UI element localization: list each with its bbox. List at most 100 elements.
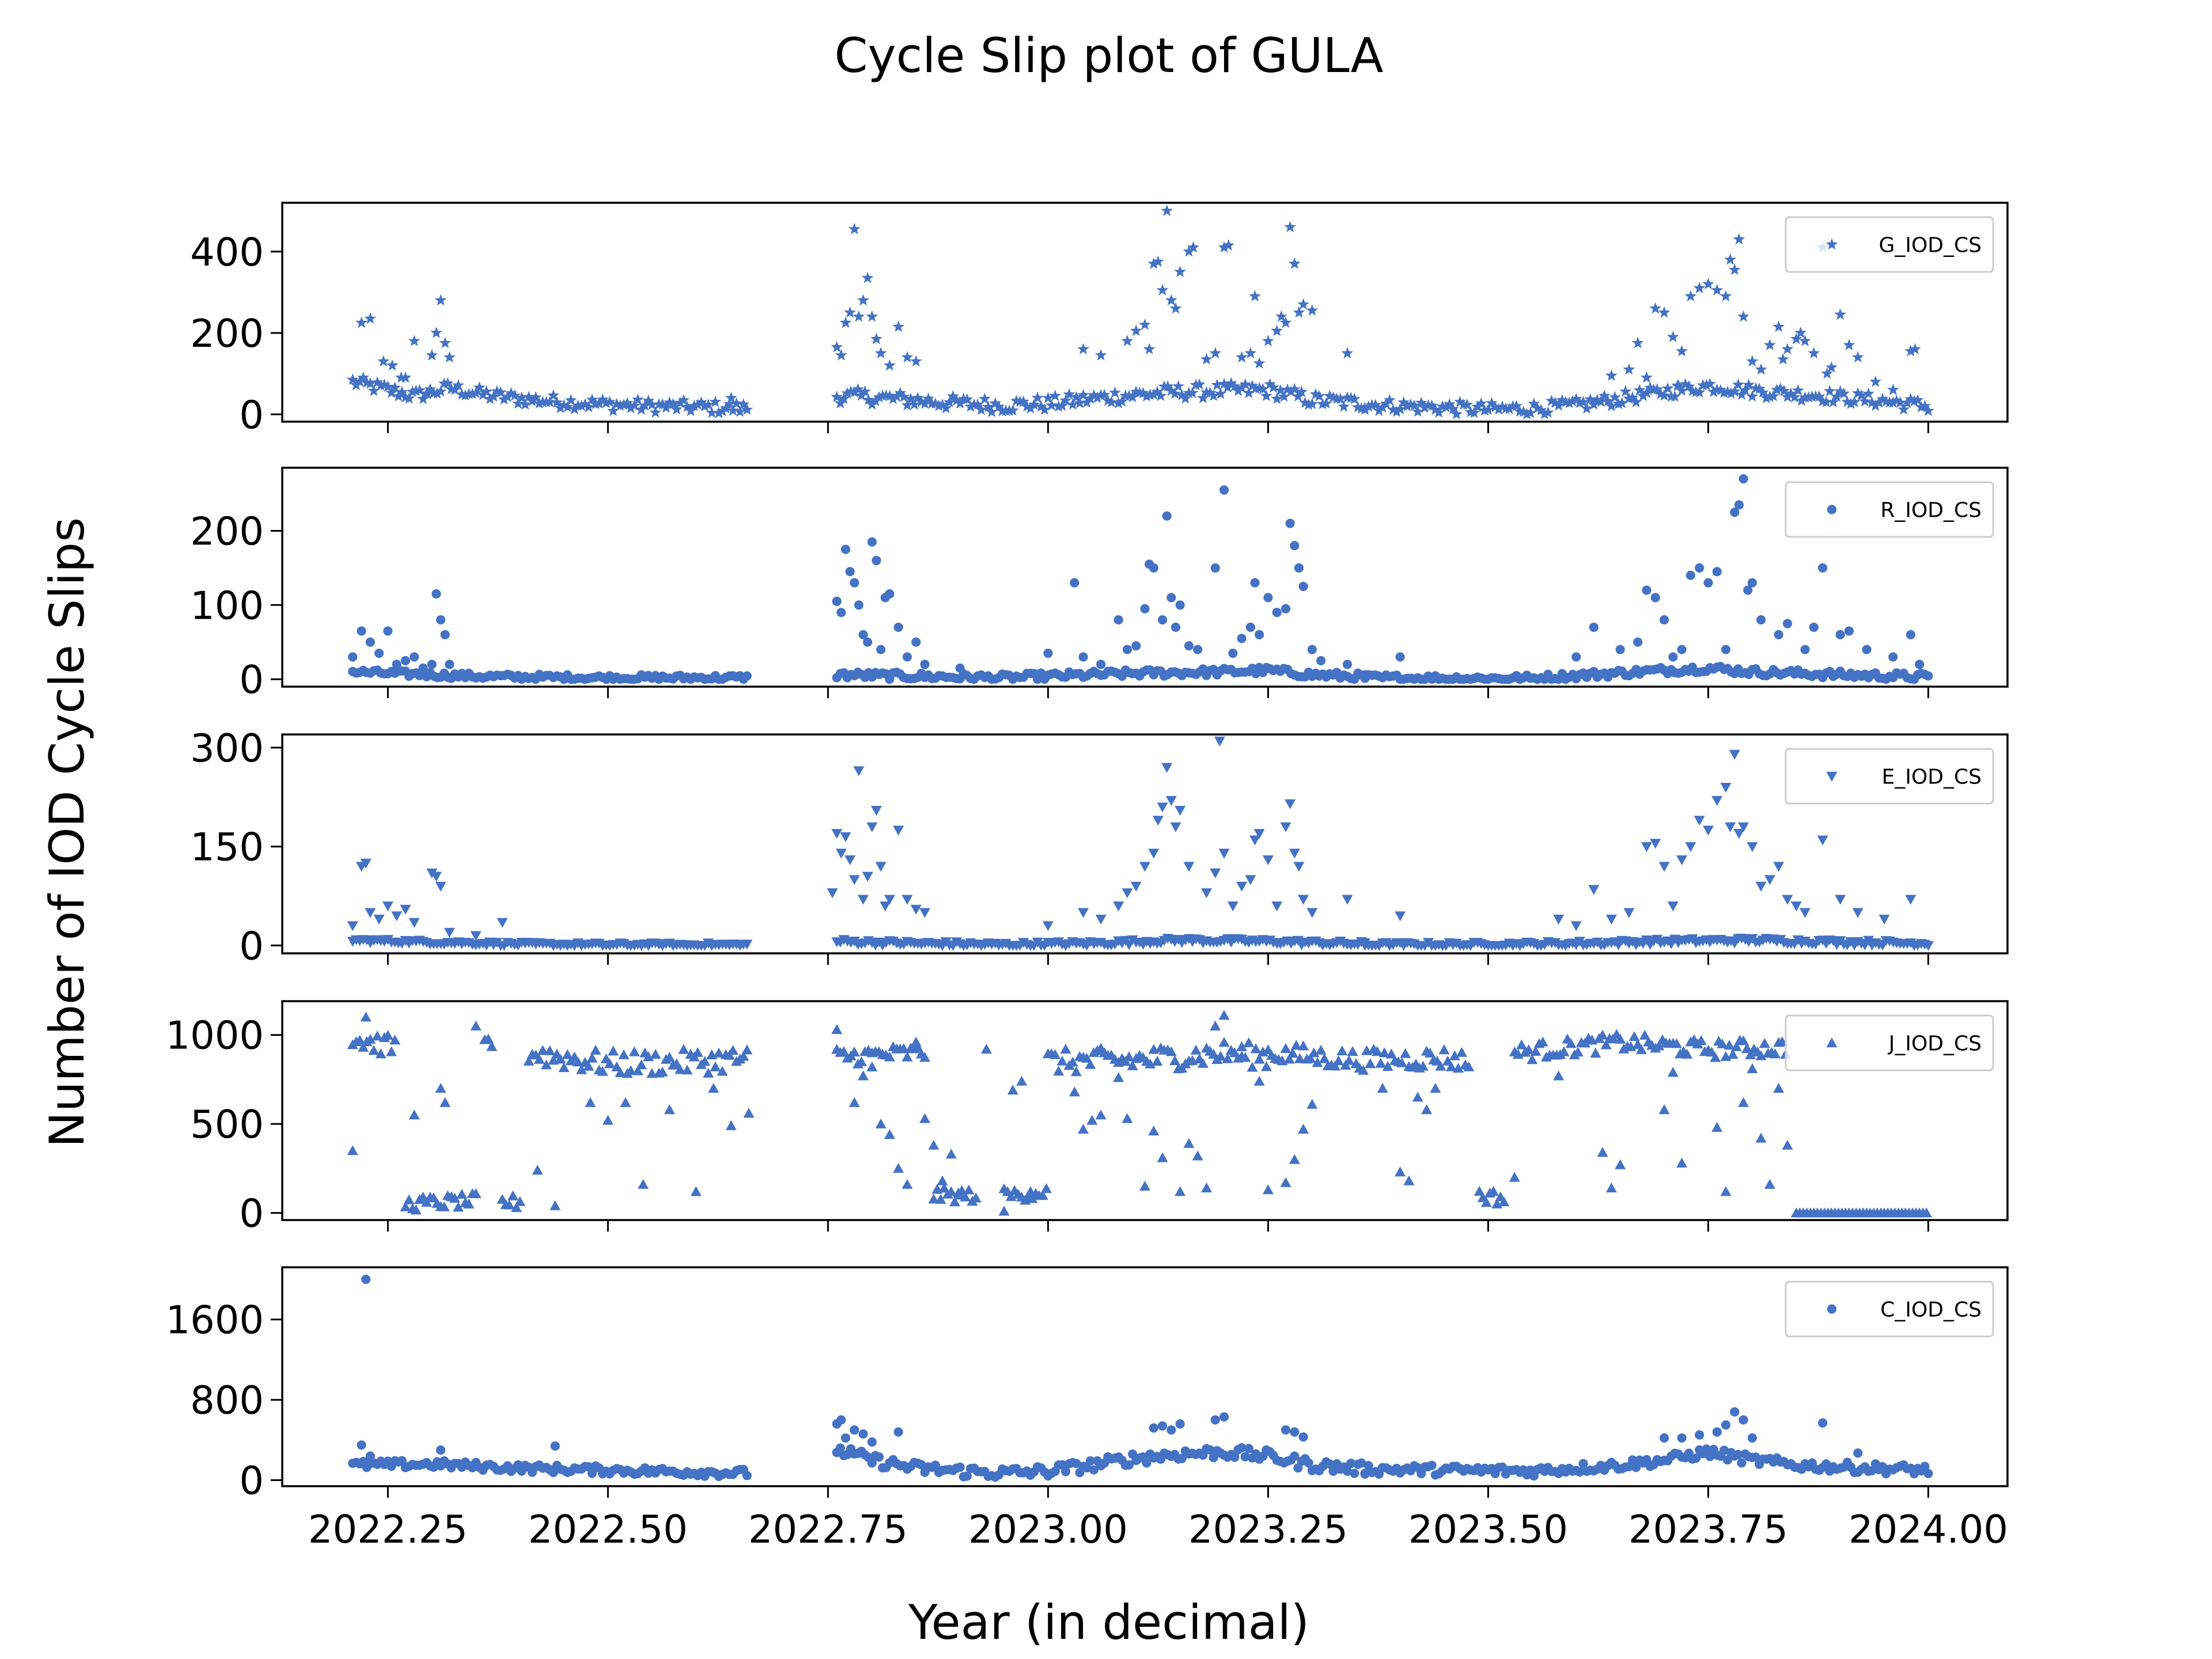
y-tick-label: 300 xyxy=(190,726,264,771)
data-point xyxy=(537,1045,548,1055)
data-point xyxy=(1070,391,1082,403)
data-point xyxy=(1820,396,1832,407)
data-point xyxy=(1493,403,1505,415)
data-point xyxy=(664,1052,675,1062)
data-point xyxy=(484,392,496,404)
data-point xyxy=(1497,1462,1507,1472)
data-point xyxy=(389,381,401,393)
data-point xyxy=(585,1097,596,1107)
data-point xyxy=(1649,302,1662,314)
data-point xyxy=(955,1190,966,1200)
data-point xyxy=(1306,397,1319,410)
data-point xyxy=(1342,895,1353,905)
data-point xyxy=(690,1186,702,1196)
data-point xyxy=(375,1048,387,1059)
data-point xyxy=(1281,1425,1291,1435)
data-point xyxy=(529,391,542,403)
data-point xyxy=(1654,388,1667,399)
data-point xyxy=(1183,245,1195,257)
data-point xyxy=(357,626,366,636)
data-point xyxy=(511,1202,522,1213)
data-point xyxy=(397,1456,407,1465)
data-point xyxy=(1334,392,1347,404)
data-point xyxy=(480,385,493,397)
data-point xyxy=(844,306,856,318)
data-point xyxy=(1498,1196,1510,1206)
data-point xyxy=(1209,347,1222,359)
data-point xyxy=(1017,395,1029,407)
data-point xyxy=(910,355,922,367)
data-point xyxy=(1581,402,1593,414)
data-point xyxy=(1243,1037,1255,1047)
data-point xyxy=(1306,1099,1318,1109)
data-point xyxy=(1641,842,1652,853)
data-point xyxy=(1147,257,1160,269)
data-point xyxy=(1427,1460,1437,1470)
data-point xyxy=(1101,394,1114,406)
data-point xyxy=(1244,1444,1253,1453)
data-point xyxy=(1190,378,1202,391)
data-point xyxy=(1773,1082,1785,1093)
data-point xyxy=(1091,392,1104,403)
data-point xyxy=(1908,395,1921,407)
data-point xyxy=(1676,1157,1688,1168)
data-point xyxy=(858,895,869,905)
data-point xyxy=(1737,310,1749,322)
legend-box xyxy=(1785,216,1994,273)
data-point xyxy=(1284,221,1296,233)
data-point xyxy=(1109,387,1121,398)
data-point xyxy=(1175,1419,1185,1429)
data-point xyxy=(572,1056,584,1067)
data-point xyxy=(631,393,644,405)
data-point xyxy=(377,355,390,367)
data-point xyxy=(396,385,408,397)
data-point xyxy=(1043,648,1053,658)
data-point xyxy=(1905,895,1916,905)
data-point xyxy=(1152,816,1164,826)
data-point xyxy=(1122,645,1132,654)
data-point xyxy=(1453,1063,1464,1073)
data-point xyxy=(1747,1433,1757,1443)
data-point xyxy=(998,1206,1010,1216)
y-tick-label: 200 xyxy=(190,311,264,356)
data-point xyxy=(1851,387,1864,399)
data-point xyxy=(1215,1051,1226,1061)
data-point xyxy=(1482,403,1494,415)
data-point xyxy=(1383,394,1396,406)
data-point xyxy=(1615,645,1625,654)
data-point xyxy=(1077,389,1089,400)
data-point xyxy=(1245,622,1255,632)
data-point xyxy=(1264,378,1276,389)
data-point xyxy=(832,596,842,606)
data-point xyxy=(840,832,851,842)
data-point xyxy=(1843,339,1855,351)
data-point xyxy=(1042,392,1054,403)
data-point xyxy=(1553,914,1565,925)
data-point xyxy=(364,377,377,389)
data-point xyxy=(1667,902,1679,912)
data-point xyxy=(1723,1455,1733,1465)
data-point xyxy=(389,1035,401,1045)
data-point xyxy=(1070,578,1080,588)
data-point xyxy=(730,397,743,409)
data-point xyxy=(1700,378,1713,391)
data-point xyxy=(1489,400,1502,412)
data-point xyxy=(649,406,662,418)
data-point xyxy=(1139,1180,1150,1191)
data-point xyxy=(386,359,399,371)
data-point xyxy=(838,1046,850,1056)
data-point xyxy=(1891,394,1903,406)
data-point xyxy=(435,615,446,625)
data-point xyxy=(1293,306,1305,318)
data-point xyxy=(1695,1430,1705,1440)
data-point xyxy=(1031,391,1044,403)
data-point xyxy=(1391,406,1403,417)
data-point xyxy=(841,387,854,399)
data-point xyxy=(1707,385,1719,397)
data-point xyxy=(1170,822,1181,832)
data-point xyxy=(1679,378,1692,389)
legend-box xyxy=(1785,481,1994,538)
data-point xyxy=(378,378,391,390)
data-point xyxy=(1411,405,1424,417)
data-point xyxy=(1623,908,1635,918)
